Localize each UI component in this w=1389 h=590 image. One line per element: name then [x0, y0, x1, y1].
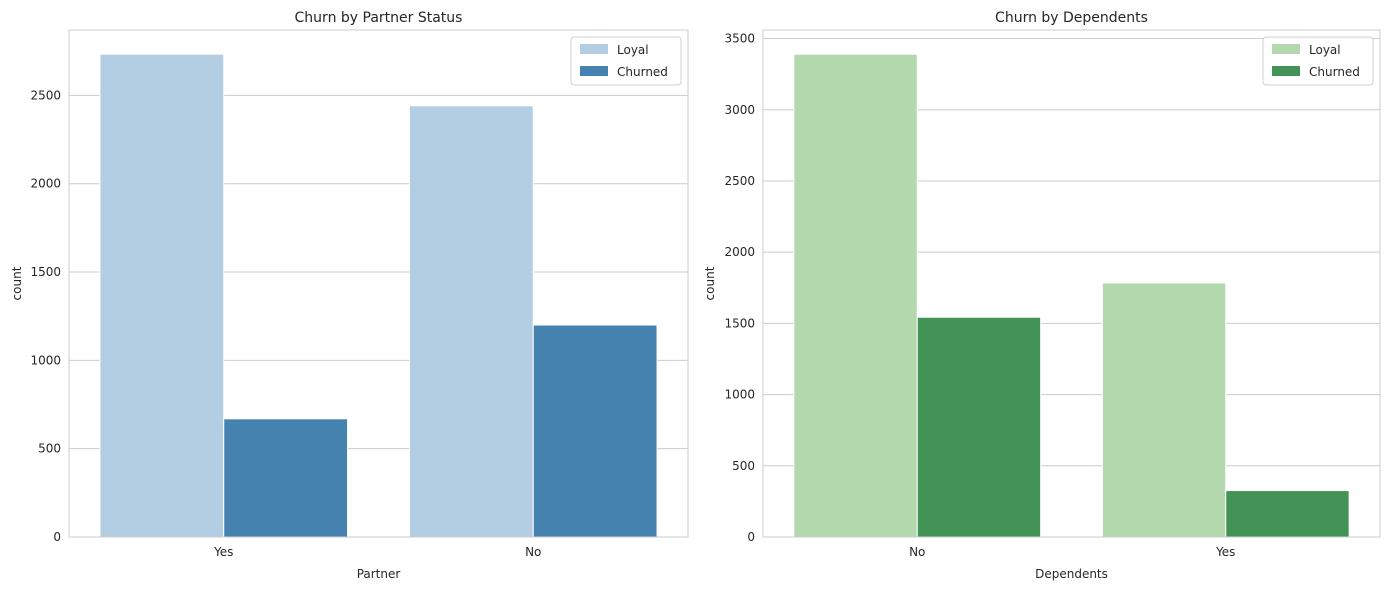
y-tick-label: 0 [747, 530, 755, 544]
chart-panel-dependents: 0 500 1000 1500 2000 2500 3000 3500 No Yes Churn b… [703, 10, 1381, 581]
x-tick-label: No [525, 545, 541, 559]
y-tick-label: 2500 [724, 174, 755, 188]
legend-swatch-churned [1272, 66, 1300, 76]
legend: Loyal Churned [570, 36, 682, 86]
bar-churned-no [532, 324, 658, 538]
y-tick-label: 2000 [30, 177, 61, 191]
y-axis-label: count [703, 266, 717, 300]
legend-label-loyal: Loyal [617, 43, 649, 57]
y-tick-label: 1000 [724, 388, 755, 402]
legend-swatch-churned [580, 66, 608, 76]
x-tick-label: Yes [1215, 545, 1235, 559]
y-axis-label: count [10, 266, 24, 300]
bar-loyal-no [793, 53, 918, 538]
y-tick-label: 2500 [30, 88, 61, 102]
legend: Loyal Churned [1262, 36, 1374, 86]
bar-churned-no [916, 316, 1042, 538]
bar-loyal-yes [1101, 282, 1227, 538]
bar-churned-yes [1225, 490, 1350, 538]
legend-swatch-loyal [580, 44, 608, 54]
y-tick-label: 1500 [30, 265, 61, 279]
axes-frame [68, 29, 689, 538]
legend-label-churned: Churned [617, 65, 668, 79]
y-tick-label: 500 [38, 442, 61, 456]
legend-label-churned: Churned [1309, 65, 1360, 79]
x-axis-label: Partner [357, 567, 401, 581]
bar-loyal-no [408, 105, 534, 538]
bar-churned-yes [223, 418, 349, 538]
chart-panel-partner: 0 500 1000 1500 2000 2500 Yes No Churn by Partne… [10, 10, 689, 581]
y-tick-label: 3500 [724, 32, 755, 46]
legend-label-loyal: Loyal [1309, 43, 1341, 57]
chart-title: Churn by Dependents [995, 10, 1148, 26]
x-tick-label: Yes [213, 545, 233, 559]
y-tick-label: 0 [53, 530, 61, 544]
y-tick-label: 500 [732, 459, 755, 473]
y-tick-label: 1000 [30, 353, 61, 367]
x-tick-label: No [909, 545, 925, 559]
x-axis-label: Dependents [1035, 567, 1108, 581]
y-tick-label: 1500 [724, 316, 755, 330]
legend-swatch-loyal [1272, 44, 1300, 54]
y-tick-label: 3000 [724, 103, 755, 117]
y-tick-label: 2000 [724, 245, 755, 259]
axes-frame [762, 29, 1381, 538]
chart-title: Churn by Partner Status [295, 10, 463, 26]
bar-loyal-yes [99, 53, 225, 538]
